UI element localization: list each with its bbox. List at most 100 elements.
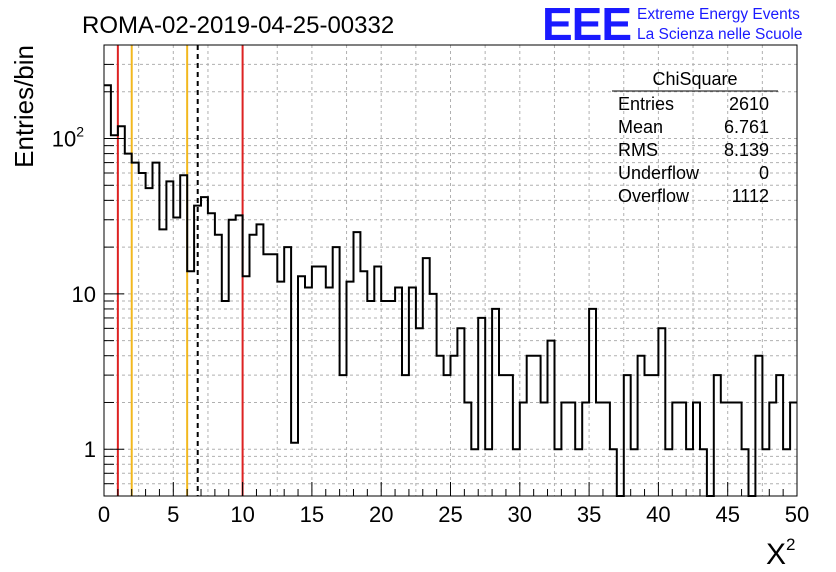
x-tick-label: 20 [369,502,393,527]
histogram-bar [118,126,125,496]
histogram-bar [769,402,776,496]
histogram-bar [416,328,423,496]
histogram-bar [603,402,610,496]
histogram-bar [735,402,742,496]
grid-lines [104,45,797,496]
stats-row-label: Entries [618,94,674,114]
stats-row-value: 0 [759,163,769,183]
histogram-bar [312,267,319,496]
histogram-bar [471,449,478,496]
histogram-bar [104,85,111,496]
histogram-bar [229,220,236,496]
x-tick-label: 40 [646,502,670,527]
histogram-bar [340,375,347,496]
logo-eee-text: EEE [542,0,631,50]
histogram-bar [277,282,284,496]
histogram-bar [291,443,298,496]
histogram-bar [208,213,215,496]
x-tick-label: 30 [508,502,532,527]
histogram-bar [589,309,596,496]
histogram-bar [409,287,416,496]
histogram-bar [624,375,631,496]
histogram-bar [783,449,790,496]
histogram-bar [776,375,783,496]
histogram-bar [395,287,402,496]
histogram-bar [658,328,665,496]
histogram-bar [721,402,728,496]
stats-row-label: Underflow [618,163,700,183]
y-tick-label: 10 [72,282,96,307]
histogram-bar [693,402,700,496]
histogram-bar [679,402,686,496]
stats-row-label: RMS [618,140,658,160]
x-axis-label-main: X [766,538,786,571]
histogram-bar [665,449,672,496]
histogram-bar [236,215,243,496]
x-tick-label: 5 [167,502,179,527]
histogram-bar [222,301,229,496]
axis-ticks [103,63,798,496]
histogram-bar [568,402,575,496]
histogram-bar [388,301,395,496]
histogram-bar [672,402,679,496]
histogram-bar [353,232,360,496]
histogram-outline [104,84,797,497]
histogram-bar [575,449,582,496]
stats-box-title: ChiSquare [652,69,737,89]
histogram-bar [527,356,534,496]
histogram-bar [347,282,354,496]
histogram-bar [728,402,735,496]
histogram-bar [478,318,485,496]
x-tick-labels: 0 5 10 15 20 25 30 35 40 45 50 [98,502,809,527]
histogram-bar [755,356,762,496]
histogram-bar [437,356,444,496]
stats-row-value: 6.761 [724,117,769,137]
x-tick-label: 45 [715,502,739,527]
histogram-bar [762,449,769,496]
histogram-bar [139,173,146,496]
x-tick-label: 15 [300,502,324,527]
histogram-bar [541,402,548,496]
histogram-bar [298,276,305,496]
y-axis-label: Entries/bin [9,45,39,168]
histogram-bars [104,84,797,497]
stats-row-value: 1112 [732,186,769,206]
histogram-bar [367,301,374,496]
histogram-bar [651,375,658,496]
histogram-bar [166,181,173,496]
histogram-bar [284,247,291,496]
histogram-bar [645,375,652,496]
histogram-bar [201,197,208,496]
y-tick-label: 1 [84,437,96,462]
histogram-bar [256,224,263,496]
histogram-bar [548,341,555,496]
chart-title: ROMA-02-2019-04-25-00332 [82,12,394,39]
histogram-bar [132,163,139,496]
histogram-bar [111,135,118,496]
histogram-bar [499,375,506,496]
histogram-bar [146,188,153,496]
histogram-bar [492,309,499,496]
histogram-bar [464,402,471,496]
y-tick-label-exponent: 2 [76,124,84,140]
histogram-bar [153,163,160,496]
histogram-bar [610,449,617,496]
histogram-bar [790,402,797,496]
histogram-bar [513,449,520,496]
histogram-bar [215,235,222,496]
histogram-bar [305,287,312,496]
x-tick-label: 35 [577,502,601,527]
histogram-bar [180,175,187,496]
stats-row-label: Mean [618,117,663,137]
histogram-bar [326,287,333,496]
histogram-bar [554,449,561,496]
histogram-bar [159,229,166,496]
stats-row-value: 2610 [729,94,769,114]
histogram-bar [582,402,589,496]
histogram-bar [506,375,513,496]
histogram-bar [263,254,270,496]
histogram-bar [381,301,388,496]
